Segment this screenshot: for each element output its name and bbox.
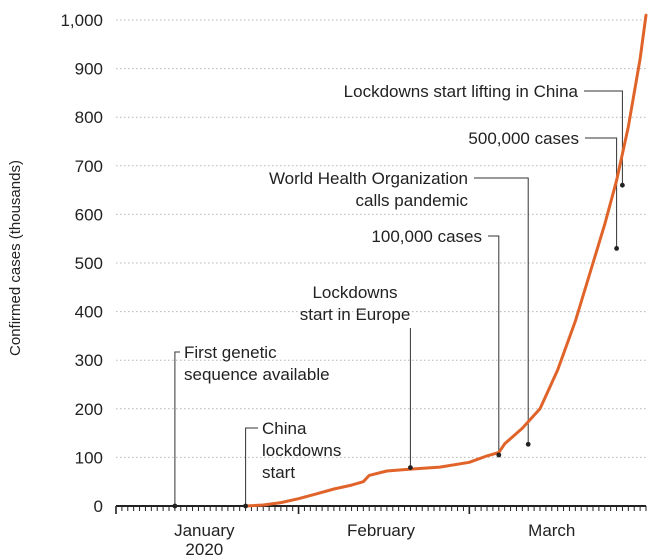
annotation-leader <box>585 137 618 249</box>
annotation-point <box>408 465 413 470</box>
annotation-label: 100,000 cases <box>371 227 482 246</box>
annotation-leaders <box>174 90 623 506</box>
y-tick-label: 900 <box>75 60 103 79</box>
annotation-point <box>614 246 619 251</box>
annotation-point <box>496 452 502 458</box>
x-tick-label: February <box>347 521 416 540</box>
annotation-point <box>172 503 178 509</box>
y-tick-label: 500 <box>75 254 103 273</box>
y-tick-label: 200 <box>75 400 103 419</box>
labels: 0 100 200 300 400 500 600 700 800 900 1,000 January… <box>60 11 579 559</box>
annotation-leader <box>488 235 500 455</box>
x-tick-label: 2020 <box>185 540 223 559</box>
annotation-leader <box>474 177 529 445</box>
y-tick-label: 600 <box>75 205 103 224</box>
annotation-label: 500,000 cases <box>468 129 579 148</box>
y-tick-label: 100 <box>75 448 103 467</box>
annotation-leader <box>174 351 180 506</box>
series-line <box>244 13 648 508</box>
annotation-label: China <box>262 419 307 438</box>
annotation-label: lockdowns <box>262 441 341 460</box>
x-tick-label: March <box>528 521 575 540</box>
annotation-label: sequence available <box>184 365 330 384</box>
annotation-markers <box>172 182 625 509</box>
annotation-label: First genetic <box>184 343 277 362</box>
y-tick-label: 700 <box>75 157 103 176</box>
y-tick-label: 800 <box>75 108 103 127</box>
annotation-point <box>620 182 625 188</box>
annotation-point <box>243 503 249 509</box>
axes <box>115 505 647 514</box>
series-layer <box>244 13 648 508</box>
gridlines <box>116 19 646 458</box>
y-tick-label: 300 <box>75 351 103 370</box>
y-tick-label: 0 <box>94 497 103 516</box>
y-axis-label: Confirmed cases (thousands) <box>7 160 24 356</box>
annotation-point <box>525 441 531 447</box>
annotation-label: Lockdowns start lifting in China <box>344 82 579 101</box>
annotation-label: start in Europe <box>300 305 411 324</box>
annotation-label: Lockdowns <box>312 283 397 302</box>
annotation-leader <box>245 427 258 506</box>
annotation-label: World Health Organization <box>269 169 468 188</box>
x-tick-label: January <box>174 521 235 540</box>
annotation-label: calls pandemic <box>356 191 469 210</box>
y-tick-label: 1,000 <box>60 11 103 30</box>
annotation-label: start <box>262 463 295 482</box>
y-tick-label: 400 <box>75 303 103 322</box>
